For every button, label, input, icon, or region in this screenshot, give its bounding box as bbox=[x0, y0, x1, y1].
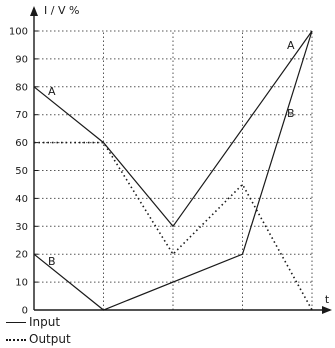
series-input-b-line bbox=[33, 30, 313, 311]
axes bbox=[30, 6, 332, 314]
curve-label-b-right: B bbox=[287, 107, 295, 120]
y-ticks: 0 10 20 30 40 50 60 70 80 90 100 bbox=[9, 27, 38, 317]
y-tick-label: 100 bbox=[9, 27, 28, 38]
legend: Input Output bbox=[6, 314, 71, 348]
y-axis-arrow bbox=[30, 6, 38, 16]
legend-swatch-solid bbox=[6, 322, 26, 323]
series-output-line bbox=[34, 141, 313, 311]
curve-label-b-left: B bbox=[48, 255, 56, 268]
legend-label-input: Input bbox=[29, 315, 61, 329]
grid bbox=[34, 30, 313, 310]
y-tick-label: 20 bbox=[15, 250, 28, 261]
y-tick-label: 10 bbox=[15, 278, 28, 289]
legend-item-input: Input bbox=[6, 314, 71, 331]
legend-swatch-dotted bbox=[6, 338, 26, 341]
x-axis-arrow bbox=[322, 306, 332, 314]
y-tick-label: 30 bbox=[15, 222, 28, 233]
series-lines bbox=[33, 30, 313, 311]
y-tick-label: 80 bbox=[15, 82, 28, 93]
curve-label-a-right: A bbox=[287, 39, 295, 52]
y-tick-label: 40 bbox=[15, 194, 28, 205]
y-tick-label: 70 bbox=[15, 110, 28, 121]
y-tick-label: 0 bbox=[22, 306, 28, 317]
y-tick-label: 50 bbox=[15, 166, 28, 177]
y-tick-label: 90 bbox=[15, 54, 28, 65]
y-tick-label: 60 bbox=[15, 138, 28, 149]
x-axis-label: t bbox=[325, 293, 330, 306]
y-axis-label: I / V % bbox=[44, 4, 79, 17]
series-input-a-line bbox=[33, 30, 313, 228]
legend-item-output: Output bbox=[6, 331, 71, 348]
legend-label-output: Output bbox=[29, 332, 71, 346]
curve-label-a-left: A bbox=[48, 85, 56, 98]
